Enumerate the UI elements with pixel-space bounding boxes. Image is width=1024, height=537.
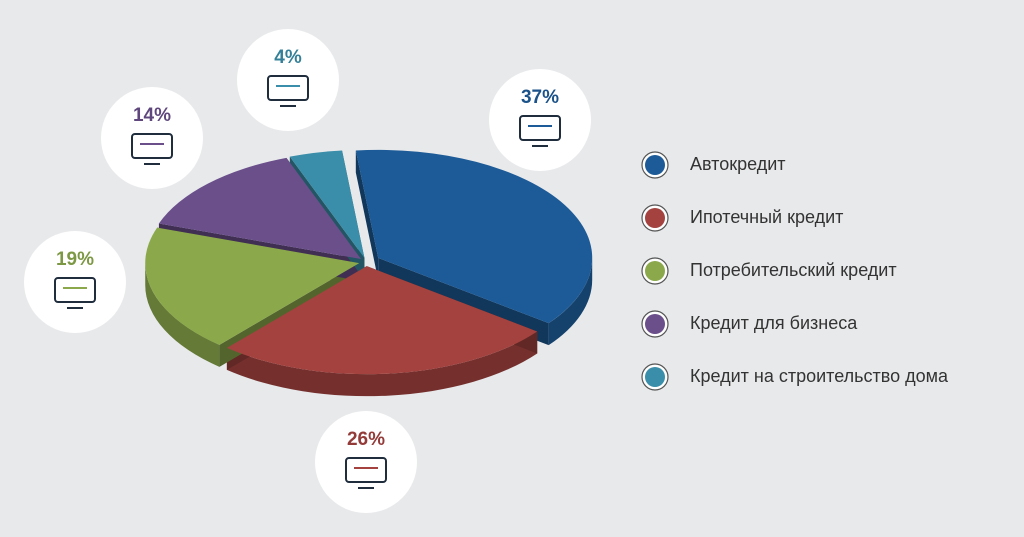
slice xyxy=(145,227,360,345)
legend-swatch xyxy=(645,314,665,334)
legend-label: Кредит для бизнеса xyxy=(690,313,858,333)
slice xyxy=(355,149,593,324)
icon-shape xyxy=(131,133,173,159)
label-bubble xyxy=(24,231,126,333)
value-label: 14% xyxy=(133,105,171,126)
label-bubble xyxy=(237,29,339,131)
value-label: 37% xyxy=(521,87,559,108)
icon xyxy=(345,457,387,489)
legend-label: Кредит на строительство дома xyxy=(690,366,949,386)
slice-side xyxy=(145,263,220,367)
value-label: 19% xyxy=(56,249,94,270)
icon-shape xyxy=(345,457,387,483)
legend-swatch xyxy=(645,155,665,175)
icon-shape xyxy=(267,75,309,101)
legend-swatch xyxy=(645,261,665,281)
icon-shape xyxy=(54,277,96,303)
slice-cut xyxy=(355,150,379,280)
icon xyxy=(54,277,96,309)
value-label: 4% xyxy=(274,47,302,68)
legend-label: Потребительский кредит xyxy=(690,260,897,280)
legend-swatch xyxy=(645,208,665,228)
slice xyxy=(289,150,365,258)
legend-label: Ипотечный кредит xyxy=(690,207,843,227)
legend-swatch xyxy=(645,367,665,387)
label-bubble xyxy=(315,411,417,513)
icon xyxy=(519,115,561,147)
slice-side xyxy=(226,331,538,397)
label-bubble xyxy=(489,69,591,171)
label-bubble xyxy=(101,87,203,189)
value-label: 26% xyxy=(347,429,385,450)
legend-label: Автокредит xyxy=(690,154,786,174)
slice xyxy=(158,157,361,260)
icon xyxy=(131,133,173,165)
icon xyxy=(267,75,309,107)
slice xyxy=(226,266,538,375)
slice-side xyxy=(548,257,593,346)
icon-shape xyxy=(519,115,561,141)
